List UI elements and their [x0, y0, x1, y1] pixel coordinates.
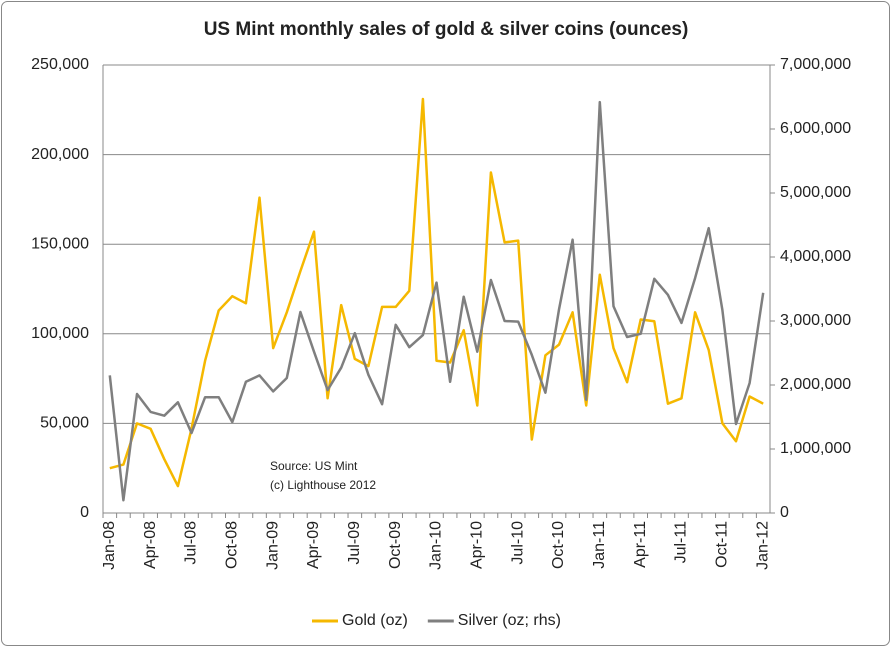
annotation: (c) Lighthouse 2012: [270, 478, 376, 492]
x-tick-label: Apr-09: [305, 521, 322, 569]
x-tick-label: Jul-11: [673, 521, 690, 563]
y-tick-label: 50,000: [40, 415, 89, 432]
x-tick-label: Apr-08: [142, 521, 159, 569]
x-tick-label: Jan-11: [591, 521, 608, 569]
y2-tick-label: 5,000,000: [780, 184, 851, 201]
x-tick-label: Jul-08: [183, 521, 200, 565]
x-tick-label: Jan-08: [101, 521, 118, 570]
y-tick-label: 100,000: [31, 325, 89, 342]
x-tick-label: Jan-09: [264, 521, 281, 570]
y2-tick-label: 7,000,000: [780, 56, 851, 73]
x-tick-label: Jul-10: [509, 521, 526, 565]
y2-tick-label: 1,000,000: [780, 440, 851, 457]
y2-tick-label: 3,000,000: [780, 312, 851, 329]
y2-tick-label: 0: [780, 504, 789, 521]
y2-tick-label: 6,000,000: [780, 120, 851, 137]
x-tick-label: Oct-11: [714, 521, 731, 568]
x-tick-label: Apr-10: [469, 521, 486, 569]
x-tick-label: Jan-10: [428, 521, 445, 570]
x-tick-label: Jan-12: [754, 521, 771, 570]
x-tick-label: Oct-08: [224, 521, 241, 569]
y-tick-label: 0: [80, 504, 89, 521]
annotation: Source: US Mint: [270, 459, 358, 473]
x-tick-label: Oct-09: [387, 521, 404, 569]
x-tick-label: Jul-09: [346, 521, 363, 565]
legend-label: Silver (oz; rhs): [458, 612, 561, 629]
y-tick-label: 150,000: [31, 235, 89, 252]
series-line: [109, 97, 764, 488]
y2-tick-label: 2,000,000: [780, 376, 851, 393]
series-line: [108, 100, 765, 502]
y-tick-label: 250,000: [31, 56, 89, 73]
y2-tick-label: 4,000,000: [780, 248, 851, 265]
x-tick-label: Oct-10: [550, 521, 567, 569]
x-tick-label: Apr-11: [632, 521, 649, 568]
legend-label: Gold (oz): [342, 612, 408, 629]
y-tick-label: 200,000: [31, 146, 89, 163]
chart-title: US Mint monthly sales of gold & silver c…: [204, 19, 689, 40]
